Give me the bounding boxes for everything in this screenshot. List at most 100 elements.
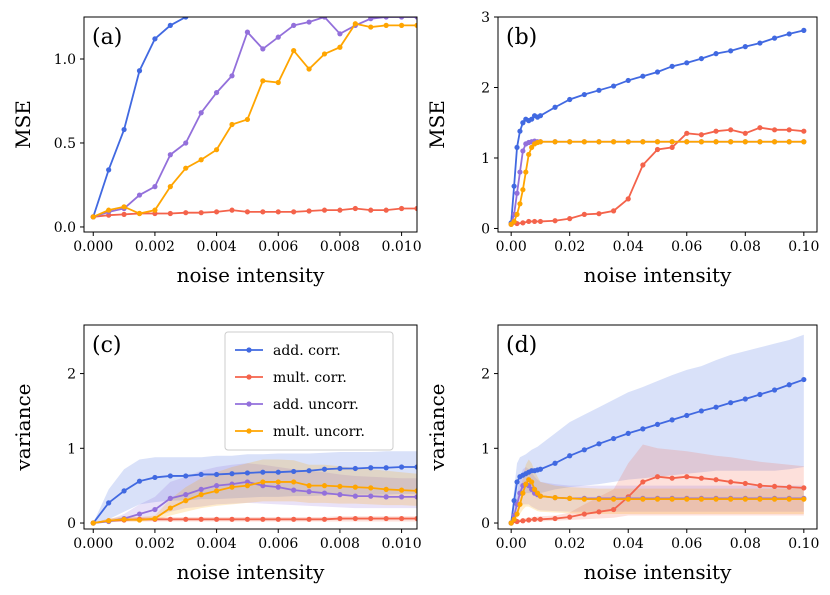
data-point-c-2-6 [183, 492, 189, 498]
data-point-d-3-23 [728, 496, 734, 502]
data-point-a-1-5 [167, 210, 173, 217]
data-point-a-3-19 [383, 22, 389, 28]
data-point-a-1-8 [213, 209, 220, 215]
data-point-c-3-0 [90, 520, 96, 526]
x-tick-label-b-3: 0.06 [671, 239, 702, 255]
y-tick-label-d-0: 0 [481, 516, 490, 532]
x-tick-label-c-5: 0.010 [382, 536, 422, 552]
data-point-a-3-8 [213, 147, 220, 153]
data-point-c-3-5 [167, 505, 173, 511]
data-point-b-3-3 [517, 201, 523, 207]
data-point-c-0-13 [291, 468, 297, 475]
data-point-d-3-5 [523, 481, 529, 487]
data-point-d-1-2 [520, 518, 526, 524]
data-point-b-3-16 [625, 139, 631, 145]
data-point-d-1-10 [611, 506, 617, 513]
data-point-c-0-4 [152, 474, 158, 481]
data-point-a-1-15 [321, 207, 328, 213]
data-point-c-3-8 [213, 488, 220, 494]
data-point-b-2-2 [514, 190, 520, 196]
x-tick-label-a-4: 0.008 [320, 239, 360, 255]
data-point-a-1-16 [337, 207, 343, 213]
data-point-b-0-27 [786, 31, 792, 37]
data-point-b-1-4 [531, 218, 538, 225]
data-point-d-0-2 [514, 479, 520, 485]
data-point-d-0-12 [567, 453, 573, 459]
data-point-b-0-25 [757, 40, 763, 46]
y-axis-label-c: variance [11, 383, 35, 471]
axes-frame-d [497, 324, 818, 530]
data-point-c-2-18 [368, 493, 374, 499]
data-point-a-3-17 [352, 21, 358, 27]
data-point-b-1-6 [552, 218, 558, 224]
data-point-b-2-4 [520, 148, 526, 154]
data-point-c-1-5 [167, 516, 173, 522]
x-tick-label-d-5: 0.10 [788, 536, 819, 552]
data-point-d-0-25 [757, 391, 763, 398]
data-point-a-1-6 [183, 210, 189, 216]
data-point-d-1-14 [669, 475, 675, 481]
data-point-c-1-11 [260, 516, 266, 522]
data-point-d-3-20 [684, 496, 690, 502]
data-point-d-0-22 [713, 404, 719, 410]
data-point-b-0-7 [529, 116, 535, 122]
data-point-c-1-13 [291, 516, 297, 522]
data-point-b-1-20 [757, 125, 763, 131]
data-point-a-3-5 [167, 184, 173, 190]
data-point-d-3-3 [517, 501, 523, 507]
x-tick-label-a-2: 0.004 [197, 239, 237, 255]
data-point-d-3-11 [552, 495, 558, 501]
data-point-d-3-10 [537, 493, 544, 499]
legend-label-3: mult. uncorr. [273, 424, 365, 440]
data-point-a-3-2 [121, 204, 127, 210]
x-tick-label-d-0: 0.00 [496, 536, 527, 552]
data-point-b-1-8 [581, 211, 587, 217]
x-tick-label-c-0: 0.000 [73, 536, 113, 552]
data-point-a-1-9 [229, 207, 235, 213]
data-point-b-3-13 [581, 139, 587, 145]
data-point-c-1-9 [229, 516, 235, 522]
data-point-d-0-18 [654, 421, 661, 427]
data-point-c-2-7 [198, 486, 204, 492]
data-point-d-0-28 [801, 376, 807, 383]
data-point-d-0-24 [742, 396, 748, 402]
data-point-b-3-26 [771, 139, 778, 145]
data-point-d-1-6 [552, 515, 558, 522]
data-point-d-3-15 [611, 496, 617, 502]
data-point-d-3-13 [581, 496, 587, 502]
data-point-a-1-14 [306, 208, 312, 214]
data-point-d-0-21 [698, 408, 705, 414]
data-point-c-1-8 [213, 516, 220, 522]
panel-label-d: (d) [506, 333, 537, 358]
data-point-c-2-17 [352, 493, 358, 499]
data-point-a-3-18 [368, 24, 374, 30]
data-point-c-3-3 [136, 517, 143, 523]
data-point-c-2-4 [152, 506, 158, 513]
data-point-b-0-12 [567, 96, 573, 103]
data-point-b-0-17 [640, 73, 646, 79]
data-point-d-3-27 [786, 496, 792, 502]
series-line-b-2 [510, 140, 804, 225]
band-c-2 [93, 463, 417, 524]
data-point-b-0-19 [669, 63, 675, 69]
data-point-b-0-13 [581, 91, 587, 98]
y-tick-label-b-3: 3 [481, 10, 490, 26]
x-tick-label-d-2: 0.04 [613, 536, 644, 552]
data-point-a-1-11 [260, 209, 266, 215]
data-point-a-1-17 [352, 205, 358, 212]
data-point-d-3-22 [713, 496, 719, 502]
data-point-b-3-28 [801, 139, 807, 145]
data-point-d-3-24 [742, 496, 748, 502]
data-point-d-1-18 [728, 479, 734, 485]
data-point-d-0-10 [537, 466, 544, 472]
data-point-c-3-10 [244, 483, 251, 489]
x-tick-label-d-3: 0.06 [671, 536, 702, 552]
data-point-c-1-14 [306, 516, 312, 522]
data-point-a-3-21 [414, 22, 417, 28]
data-point-d-3-16 [625, 496, 631, 502]
data-point-c-3-15 [321, 483, 328, 489]
x-tick-label-c-4: 0.008 [320, 536, 360, 552]
x-axis-label-d: noise intensity [584, 560, 733, 584]
data-point-d-0-19 [669, 417, 675, 423]
data-point-b-0-24 [742, 44, 748, 50]
